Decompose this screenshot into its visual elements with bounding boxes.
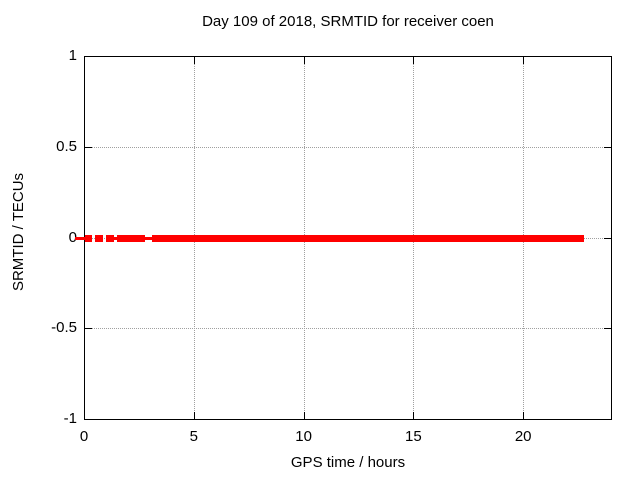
y-tick xyxy=(604,328,611,330)
y-tick-label: 1 xyxy=(68,47,77,64)
y-tick xyxy=(85,328,92,330)
y-tick-label: -1 xyxy=(63,410,77,427)
x-tick-label: 10 xyxy=(295,428,312,445)
data-segment xyxy=(145,236,153,240)
y-tick xyxy=(85,146,92,148)
data-segment xyxy=(113,236,117,240)
y-tick-label: -0.5 xyxy=(51,319,77,337)
plot-area: -1 -0.5 0 0.5 1 0 5 10 15 20 xyxy=(51,48,612,445)
y-gridline xyxy=(85,146,611,148)
x-tick xyxy=(303,412,305,419)
x-tick-label: 20 xyxy=(514,428,532,445)
data-segment xyxy=(85,234,92,242)
y-tick xyxy=(85,419,92,420)
chart-title: Day 109 of 2018, SRMTID for receiver coe… xyxy=(202,13,494,30)
x-axis-label: GPS time / hours xyxy=(290,454,406,471)
x-tick xyxy=(523,412,525,419)
y-tick xyxy=(604,237,611,239)
data-segment xyxy=(105,234,114,242)
data-segment xyxy=(152,234,585,242)
y-gridline xyxy=(85,328,611,330)
y-tick-label: 0 xyxy=(68,228,77,246)
data-segment xyxy=(94,234,103,242)
x-tick xyxy=(84,412,85,419)
x-tick xyxy=(523,57,525,64)
y-tick xyxy=(85,56,92,57)
x-tick-label: 5 xyxy=(189,428,198,445)
y-tick-label: 0.5 xyxy=(56,137,77,155)
data-segment xyxy=(116,234,146,242)
x-tick xyxy=(303,57,305,64)
x-tick-label: 15 xyxy=(405,428,422,445)
x-tick xyxy=(413,57,415,64)
x-tick xyxy=(193,412,195,419)
y-tick xyxy=(604,146,611,148)
data-segment xyxy=(74,236,87,240)
x-tick xyxy=(193,57,195,64)
x-tick xyxy=(84,57,85,64)
y-tick xyxy=(604,419,611,420)
x-tick-label: 0 xyxy=(79,428,89,445)
x-tick xyxy=(413,412,415,419)
y-tick xyxy=(604,56,611,57)
